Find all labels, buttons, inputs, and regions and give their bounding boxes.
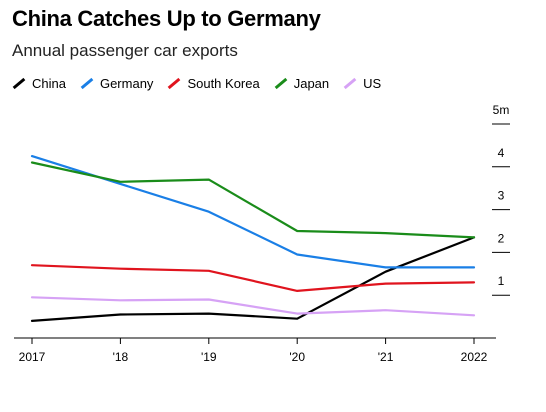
chart-title: China Catches Up to Germany bbox=[12, 6, 321, 31]
series-line-japan bbox=[30, 161, 476, 239]
x-tick-label: '18 bbox=[113, 350, 129, 364]
series-line-us bbox=[30, 296, 476, 317]
series-line-south-korea bbox=[30, 264, 476, 292]
x-tick-label: 2017 bbox=[19, 350, 46, 364]
x-axis: 2017 '18 '19 '20 '21 2022 bbox=[14, 337, 496, 364]
y-tick-label: 2 bbox=[498, 231, 505, 245]
y-tick-label: 5m bbox=[493, 103, 510, 117]
y-tick-label: 4 bbox=[498, 146, 505, 160]
legend-item-germany: Germany bbox=[80, 76, 153, 91]
x-tick-label: '21 bbox=[378, 350, 394, 364]
chart-subtitle: Annual passenger car exports bbox=[12, 41, 238, 60]
x-tick-label: 2022 bbox=[461, 350, 488, 364]
legend-item-south-korea: South Korea bbox=[167, 76, 260, 91]
legend-label-china: China bbox=[32, 76, 66, 91]
legend-label-us: US bbox=[363, 76, 382, 91]
y-tick-label: 1 bbox=[498, 274, 505, 288]
x-tick-label: '19 bbox=[201, 350, 217, 364]
legend-item-us: US bbox=[343, 76, 381, 91]
series-line-germany bbox=[30, 155, 476, 269]
legend-item-japan: Japan bbox=[274, 76, 329, 91]
x-tick-label: '20 bbox=[289, 350, 305, 364]
y-axis: 1 2 3 4 5m bbox=[492, 103, 510, 296]
series-lines bbox=[30, 155, 476, 322]
legend-label-japan: Japan bbox=[293, 76, 330, 91]
legend: China Germany South Korea Japan US bbox=[12, 76, 395, 91]
series-line-china bbox=[30, 236, 476, 322]
legend-label-germany: Germany bbox=[99, 76, 154, 91]
legend-label-south-korea: South Korea bbox=[187, 76, 260, 91]
legend-item-china: China bbox=[12, 76, 66, 91]
y-tick-label: 3 bbox=[498, 189, 505, 203]
